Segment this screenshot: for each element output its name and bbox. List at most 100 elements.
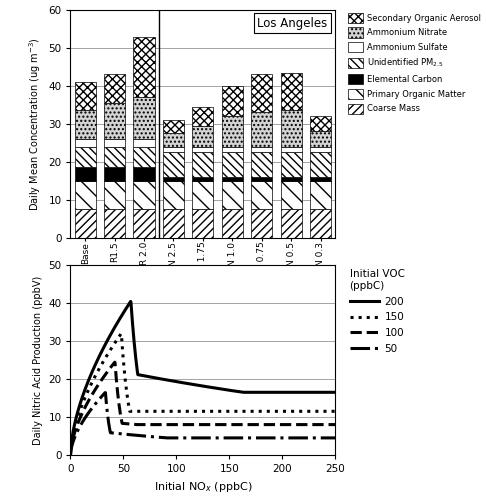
Bar bbox=[163, 177, 184, 180]
Text: Los Angeles: Los Angeles bbox=[257, 17, 328, 30]
Line: 100: 100 bbox=[70, 362, 335, 455]
150 bbox=[250, 408, 256, 414]
Bar bbox=[104, 103, 125, 139]
Bar bbox=[251, 180, 272, 209]
Bar bbox=[74, 110, 96, 139]
Bar bbox=[104, 74, 125, 103]
50 bbox=[175, 435, 181, 441]
Line: 200: 200 bbox=[70, 302, 335, 455]
100 bbox=[275, 422, 280, 428]
Bar bbox=[74, 139, 96, 146]
Bar bbox=[104, 139, 125, 146]
150 bbox=[118, 330, 124, 336]
Bar bbox=[280, 72, 302, 110]
Bar bbox=[222, 86, 243, 116]
Bar bbox=[163, 120, 184, 133]
50 bbox=[95, 398, 101, 404]
100 bbox=[279, 422, 285, 428]
Y-axis label: Daily Mean Concentration (ug m$^{-3}$): Daily Mean Concentration (ug m$^{-3}$) bbox=[27, 37, 43, 210]
Bar bbox=[280, 110, 302, 146]
200 bbox=[250, 390, 256, 396]
150 bbox=[275, 408, 280, 414]
Bar bbox=[222, 152, 243, 177]
100 bbox=[175, 422, 181, 428]
50 bbox=[250, 435, 256, 441]
Bar bbox=[163, 152, 184, 177]
50 bbox=[102, 390, 108, 396]
Bar bbox=[310, 152, 331, 177]
Bar bbox=[134, 97, 155, 139]
Bar bbox=[163, 180, 184, 209]
Bar bbox=[134, 180, 155, 209]
Bar bbox=[163, 209, 184, 238]
200 bbox=[95, 357, 101, 363]
Bar bbox=[134, 146, 155, 168]
Bar bbox=[134, 168, 155, 180]
Bar bbox=[104, 168, 125, 180]
Bar bbox=[192, 126, 213, 146]
150 bbox=[332, 408, 338, 414]
50 bbox=[275, 435, 280, 441]
Bar bbox=[310, 146, 331, 152]
Bar bbox=[222, 116, 243, 146]
Bar bbox=[192, 177, 213, 180]
Bar bbox=[251, 74, 272, 112]
Bar bbox=[310, 209, 331, 238]
Bar bbox=[104, 180, 125, 209]
150 bbox=[68, 452, 73, 458]
200 bbox=[175, 379, 181, 385]
100 bbox=[332, 422, 338, 428]
Bar bbox=[192, 209, 213, 238]
100 bbox=[185, 422, 191, 428]
50 bbox=[185, 435, 191, 441]
Bar bbox=[310, 132, 331, 146]
Bar bbox=[134, 36, 155, 97]
Legend: 200, 150, 100, 50: 200, 150, 100, 50 bbox=[348, 268, 406, 355]
Line: 150: 150 bbox=[70, 334, 335, 455]
200 bbox=[279, 390, 285, 396]
50 bbox=[332, 435, 338, 441]
150 bbox=[279, 408, 285, 414]
Bar bbox=[222, 146, 243, 152]
Bar bbox=[104, 146, 125, 168]
Bar bbox=[222, 177, 243, 180]
Bar bbox=[251, 209, 272, 238]
Bar bbox=[280, 209, 302, 238]
Line: 50: 50 bbox=[70, 392, 335, 455]
50 bbox=[68, 452, 73, 458]
Bar bbox=[74, 146, 96, 168]
100 bbox=[95, 383, 101, 389]
100 bbox=[112, 359, 118, 365]
X-axis label: Initial NO$_x$ (ppbC): Initial NO$_x$ (ppbC) bbox=[154, 480, 252, 494]
Bar bbox=[74, 82, 96, 110]
Bar bbox=[280, 180, 302, 209]
Bar bbox=[251, 177, 272, 180]
200 bbox=[332, 390, 338, 396]
50 bbox=[279, 435, 285, 441]
Bar bbox=[74, 209, 96, 238]
Bar bbox=[251, 146, 272, 152]
Bar bbox=[251, 152, 272, 177]
150 bbox=[175, 408, 181, 414]
Bar bbox=[280, 152, 302, 177]
Bar bbox=[310, 116, 331, 132]
Bar bbox=[222, 180, 243, 209]
Bar bbox=[74, 168, 96, 180]
Bar bbox=[104, 209, 125, 238]
Bar bbox=[134, 139, 155, 146]
Bar bbox=[222, 209, 243, 238]
Bar bbox=[192, 152, 213, 177]
200 bbox=[128, 298, 134, 304]
Bar bbox=[163, 146, 184, 152]
Y-axis label: Daily Nitric Acid Production (ppbV): Daily Nitric Acid Production (ppbV) bbox=[33, 276, 43, 444]
200 bbox=[185, 380, 191, 386]
Bar bbox=[74, 180, 96, 209]
Bar bbox=[280, 177, 302, 180]
150 bbox=[95, 369, 101, 375]
100 bbox=[68, 452, 73, 458]
Text: 2030: 2030 bbox=[233, 351, 261, 361]
200 bbox=[68, 452, 73, 458]
Bar bbox=[192, 146, 213, 152]
Bar bbox=[310, 180, 331, 209]
200 bbox=[275, 390, 280, 396]
